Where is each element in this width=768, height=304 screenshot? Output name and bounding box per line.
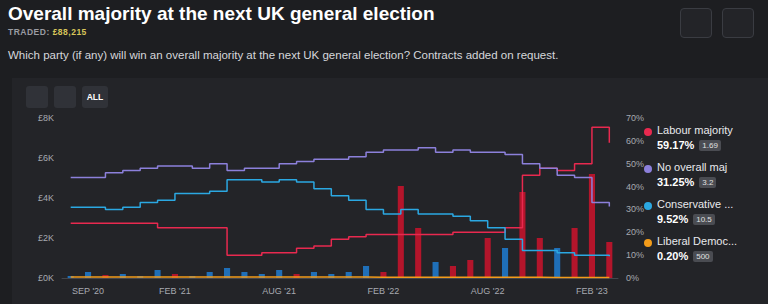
svg-text:£8K: £8K — [38, 113, 54, 123]
html-text:Conservative ...: Conservative ... — [657, 198, 734, 210]
svg-text:30%: 30% — [626, 204, 644, 214]
svg-text:SEP '20: SEP '20 — [72, 286, 104, 296]
html-text:10.5: 10.5 — [696, 215, 712, 224]
html-text:TRADED: £88,215: TRADED: £88,215 — [8, 27, 87, 37]
svg-text:FEB '21: FEB '21 — [159, 286, 191, 296]
html-text:Which party (if any) will win: Which party (if any) will win an overall… — [8, 49, 559, 61]
html-text:59.17%: 59.17% — [657, 139, 695, 151]
svg-text:20%: 20% — [626, 227, 644, 237]
svg-text:60%: 60% — [626, 136, 644, 146]
html-text:9.52%: 9.52% — [657, 213, 689, 225]
html-text:0.20%: 0.20% — [657, 250, 689, 262]
html-text:500: 500 — [696, 252, 710, 261]
html-text:Overall majority at the next U: Overall majority at the next UK general … — [8, 3, 435, 24]
svg-text:AUG '22: AUG '22 — [471, 286, 505, 296]
svg-text:£4K: £4K — [38, 193, 54, 203]
svg-text:£0K: £0K — [38, 273, 54, 283]
svg-text:£6K: £6K — [38, 153, 54, 163]
svg-text:70%: 70% — [626, 113, 644, 123]
html-text:Labour majority: Labour majority — [657, 124, 733, 136]
svg-text:40%: 40% — [626, 182, 644, 192]
html-text:1.69: 1.69 — [702, 141, 718, 150]
html-text:31.25%: 31.25% — [657, 176, 695, 188]
html-text:No overall maj: No overall maj — [657, 161, 728, 173]
svg-text:0%: 0% — [626, 273, 639, 283]
svg-text:FEB '22: FEB '22 — [368, 286, 400, 296]
svg-text:50%: 50% — [626, 159, 644, 169]
svg-text:FEB '23: FEB '23 — [576, 286, 608, 296]
svg-text:AUG '21: AUG '21 — [262, 286, 296, 296]
html-text:3.2: 3.2 — [702, 178, 714, 187]
html-text:Liberal Democ...: Liberal Democ... — [657, 235, 738, 247]
html-text:ALL: ALL — [86, 92, 104, 102]
svg-text:£2K: £2K — [38, 233, 54, 243]
svg-text:10%: 10% — [626, 250, 644, 260]
